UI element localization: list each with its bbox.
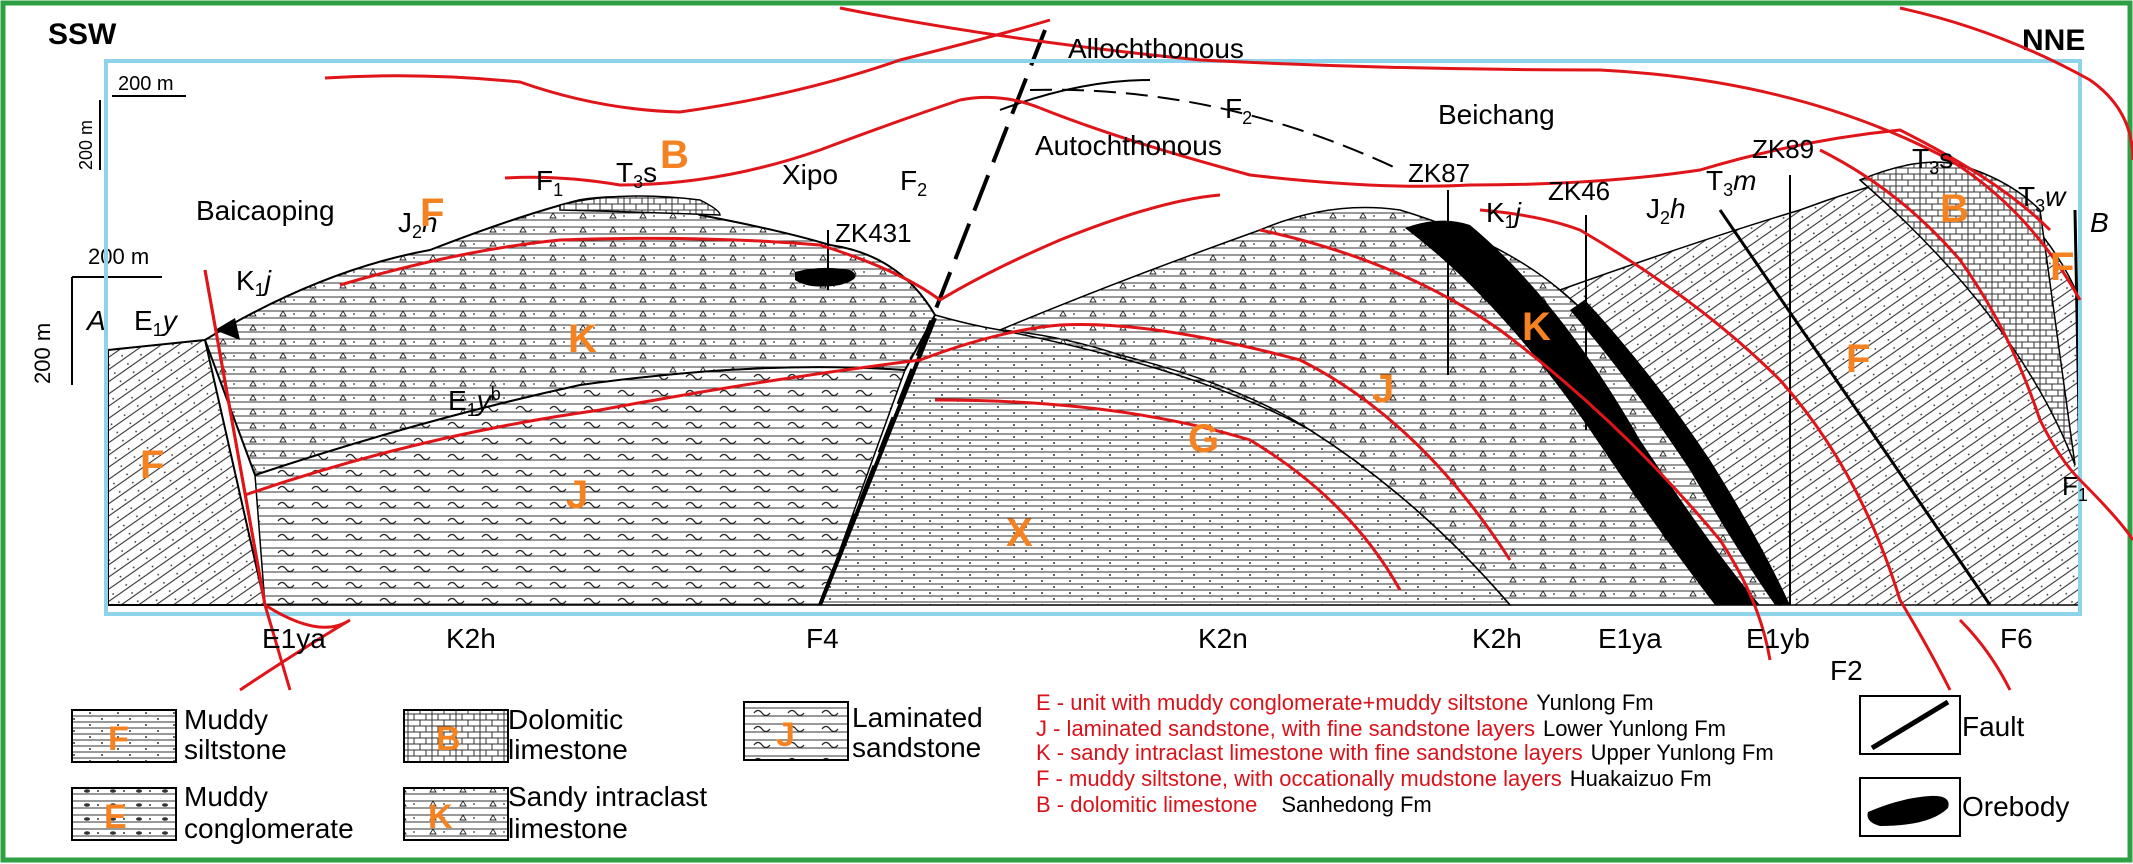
unit-t3s-right: T3s [1912, 143, 1953, 178]
overlay-letters: B F K J G X K J F B F F [140, 133, 2074, 555]
svg-text:Muddy: Muddy [184, 704, 268, 735]
bottom-k2h-left: K2h [446, 623, 496, 654]
legend-item-laminated-sandstone: J Laminated sandstone [743, 701, 983, 763]
svg-text:B: B [436, 720, 461, 758]
svg-text:Muddy: Muddy [184, 781, 268, 812]
svg-text:G: G [1188, 417, 1219, 461]
svg-text:J: J [1372, 367, 1394, 411]
svg-text:J: J [566, 473, 588, 517]
vertical-scale-bar: 200 m [76, 100, 101, 170]
reference-scale: 200 m 200 m [30, 244, 162, 385]
svg-text:200 m: 200 m [30, 323, 55, 384]
svg-text:Dolomitic: Dolomitic [508, 704, 623, 735]
drillhole-zk46: ZK46 [1548, 176, 1610, 206]
unit-e1yb-left: E1yb [448, 384, 501, 420]
svg-text:F: F [108, 720, 129, 758]
place-beichang: Beichang [1438, 99, 1555, 130]
svg-text:Sandy intraclast: Sandy intraclast [508, 781, 707, 812]
svg-text:200 m: 200 m [118, 73, 174, 95]
section-end-a: A [85, 305, 106, 336]
fault-label-f1-right: F1 [2062, 471, 2088, 505]
bottom-e1yb: E1yb [1746, 623, 1810, 654]
autochthonous-label: Autochthonous [1035, 130, 1222, 161]
svg-text:X: X [1006, 511, 1033, 555]
fault-label-f2: F2 [900, 165, 927, 200]
formation-annotations: E - unit with muddy conglomerate+muddy s… [1036, 690, 1774, 817]
svg-text:F: F [420, 191, 444, 235]
svg-text:F: F [1846, 337, 1870, 381]
legend-item-sandy-intraclast-limestone: K Sandy intraclast limestone [403, 781, 707, 844]
svg-text:F - muddy siltstone, with occa: F - muddy siltstone, with occationally m… [1036, 766, 1712, 791]
symbol-legend: Fault Orebody [1859, 695, 2069, 837]
drillhole-zk87: ZK87 [1408, 158, 1470, 188]
svg-text:K: K [1522, 305, 1551, 349]
bottom-f2: F2 [1830, 655, 1863, 686]
legend: F Muddy siltstone E Muddy conglomerate B… [71, 701, 983, 844]
section-end-b: B [2090, 207, 2109, 238]
svg-text:K: K [568, 317, 597, 361]
svg-text:F1: F1 [536, 165, 563, 200]
svg-text:E - unit with muddy conglomera: E - unit with muddy conglomerate+muddy s… [1036, 690, 1654, 715]
unit-j2h-left: J2h [398, 207, 438, 242]
bottom-k2n: K2n [1198, 623, 1248, 654]
svg-text:Laminated: Laminated [852, 702, 983, 733]
svg-text:F2: F2 [1225, 93, 1252, 128]
drillhole-zk431: ZK431 [835, 218, 912, 248]
svg-text:F1: F1 [2062, 471, 2088, 505]
place-baicaoping: Baicaoping [196, 195, 335, 226]
unit-j2h-right: J2h [1646, 193, 1686, 228]
unit-t3s-top: T3s [616, 157, 657, 192]
unit-k1j-left: K1j [236, 265, 272, 300]
legend-item-dolomitic-limestone: B Dolomitic limestone [403, 704, 628, 765]
bottom-e1ya-left: E1ya [262, 623, 326, 654]
svg-text:limestone: limestone [508, 734, 628, 765]
svg-text:B: B [1940, 187, 1969, 231]
fault-label-f2-top: F2 [1225, 93, 1252, 128]
svg-text:F2: F2 [900, 165, 927, 200]
bottom-f4: F4 [806, 623, 839, 654]
unit-k1j-right: K1j [1486, 197, 1522, 232]
fault-label-f1: F1 [536, 165, 563, 200]
geologic-section [107, 29, 2082, 606]
section-box [104, 59, 2082, 616]
bottom-k2h-right: K2h [1472, 623, 1522, 654]
svg-text:conglomerate: conglomerate [184, 813, 354, 844]
unit-e1y-left: E1y [134, 305, 179, 340]
orebody-legend-label: Orebody [1962, 791, 2069, 822]
svg-text:limestone: limestone [508, 813, 628, 844]
unit-t3m: T3m [1706, 165, 1756, 200]
svg-text:K: K [428, 798, 453, 836]
interpretation-lines [203, 6, 2133, 692]
svg-text:J: J [776, 716, 795, 754]
svg-text:K - sandy intraclast limestone: K - sandy intraclast limestone with fine… [1036, 740, 1774, 765]
unit-t3w: T3w [2018, 181, 2067, 216]
svg-text:200 m: 200 m [76, 120, 96, 170]
bottom-f6: F6 [2000, 623, 2033, 654]
svg-text:siltstone: siltstone [184, 734, 287, 765]
svg-text:200 m: 200 m [88, 244, 149, 269]
allochthonous-label: Allochthonous [1068, 33, 1244, 64]
orientation-left: SSW [48, 18, 117, 51]
drillhole-zk89: ZK89 [1752, 134, 1814, 164]
svg-text:E: E [104, 798, 127, 836]
svg-text:F: F [2050, 245, 2074, 289]
fault-legend-label: Fault [1962, 711, 2024, 742]
place-xipo: Xipo [782, 159, 838, 190]
svg-text:J - laminated sandstone, with: J - laminated sandstone, with fine sands… [1036, 716, 1726, 741]
bottom-e1ya-right: E1ya [1598, 623, 1662, 654]
svg-text:F: F [140, 443, 164, 487]
legend-item-muddy-siltstone: F Muddy siltstone [71, 704, 287, 765]
horizontal-scale-bar: 200 m [112, 73, 186, 97]
legend-item-muddy-conglomerate: E Muddy conglomerate [71, 781, 354, 844]
svg-text:sandstone: sandstone [852, 732, 981, 763]
svg-text:B: B [660, 133, 689, 177]
